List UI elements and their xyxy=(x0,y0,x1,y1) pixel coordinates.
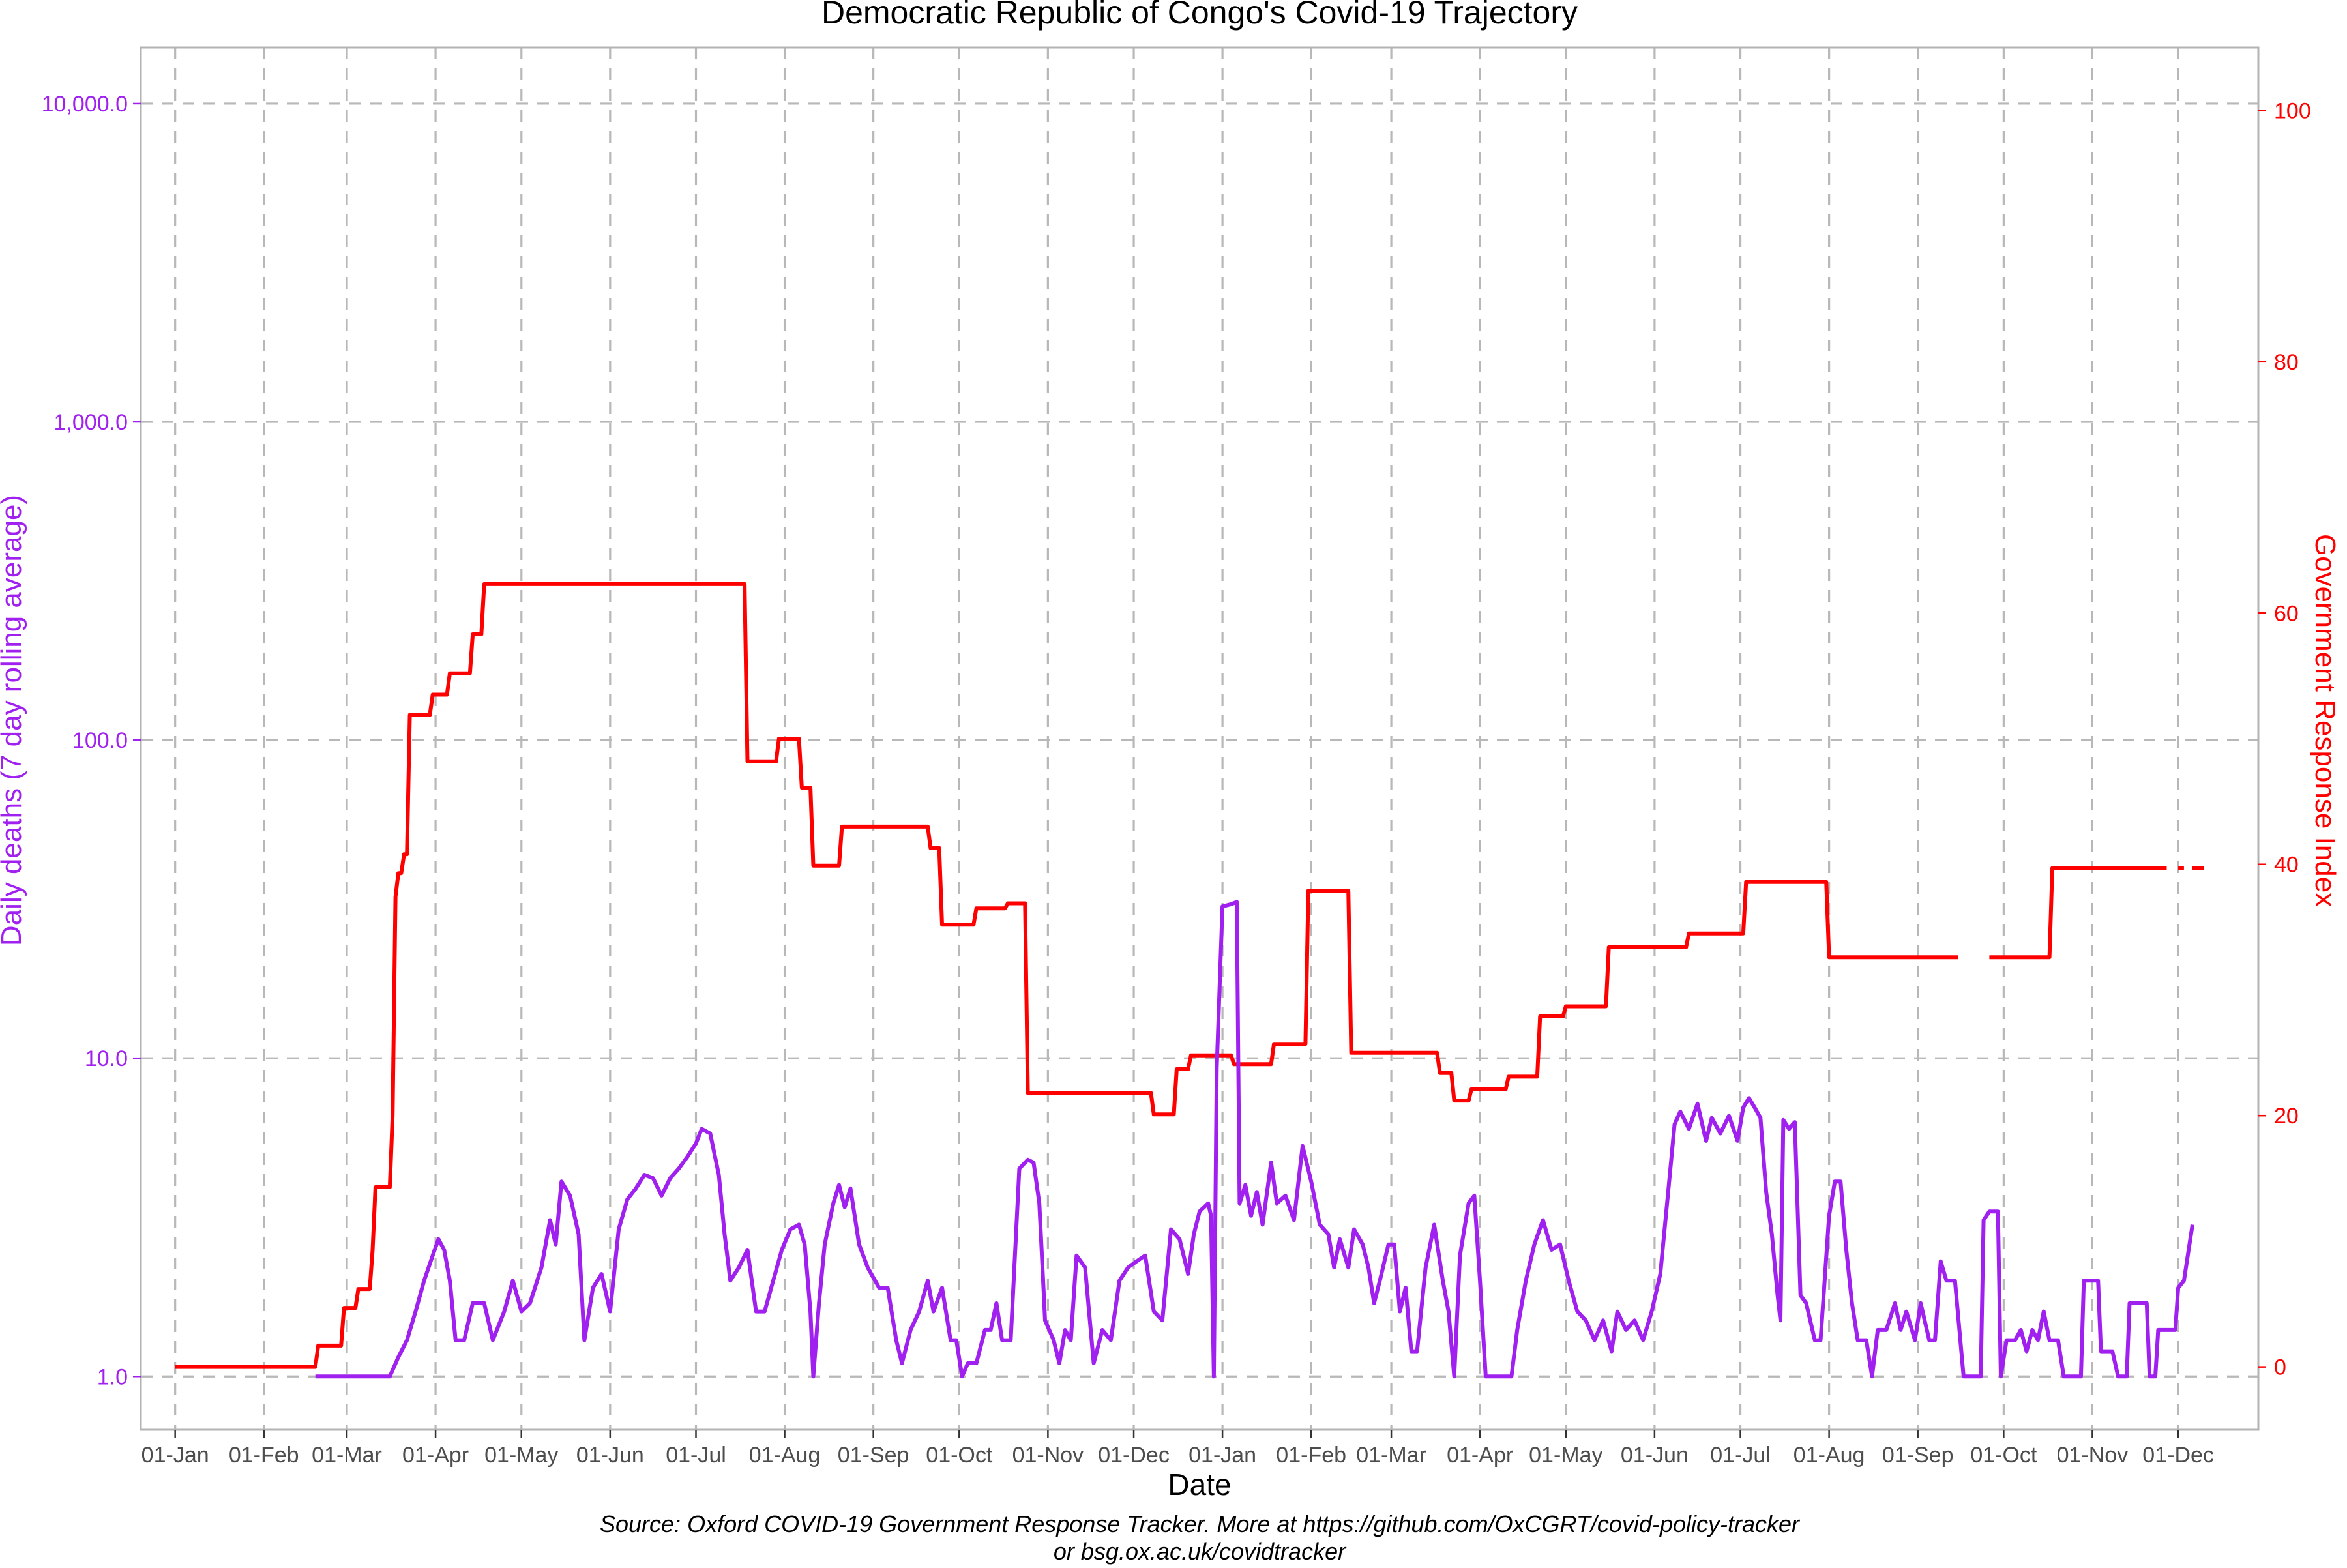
y-left-tick-label: 1,000.0 xyxy=(54,410,128,435)
x-tick-label: 01-Jan xyxy=(1188,1443,1256,1468)
x-tick-label: 01-Jul xyxy=(666,1443,726,1468)
x-tick-label: 01-Nov xyxy=(1012,1443,1084,1468)
y-left-tick-label: 1.0 xyxy=(97,1365,128,1389)
x-tick-label: 01-Apr xyxy=(1447,1443,1513,1468)
x-tick-label: 01-Aug xyxy=(749,1443,821,1468)
x-tick-label: 01-Mar xyxy=(1356,1443,1426,1468)
x-tick-label: 01-Sep xyxy=(1882,1443,1954,1468)
y-right-tick-label: 100 xyxy=(2274,98,2311,123)
x-tick-label: 01-Oct xyxy=(1970,1443,2037,1468)
x-tick-label: 01-Jul xyxy=(1710,1443,1771,1468)
y-left-tick-label: 100.0 xyxy=(72,728,128,753)
x-tick-label: 01-May xyxy=(1529,1443,1602,1468)
y-left-tick-label: 10.0 xyxy=(85,1046,128,1071)
x-tick-label: 01-Jan xyxy=(141,1443,209,1468)
x-tick-label: 01-Mar xyxy=(312,1443,382,1468)
y-axis-left-title: Daily deaths (7 day rolling average) xyxy=(0,495,27,946)
government-response-index-line xyxy=(175,582,1958,1369)
y-right-tick-label: 80 xyxy=(2274,350,2299,375)
x-tick-label: 01-May xyxy=(484,1443,558,1468)
x-tick-label: 01-Jun xyxy=(576,1443,644,1468)
y-axis-right-title: Government Response Index xyxy=(2309,534,2341,907)
x-tick-label: 01-Nov xyxy=(2057,1443,2129,1468)
y-right-tick-label: 40 xyxy=(2274,853,2299,878)
x-tick-label: 01-Feb xyxy=(229,1443,299,1468)
x-tick-label: 01-Feb xyxy=(1276,1443,1346,1468)
y-right-tick-label: 20 xyxy=(2274,1104,2299,1129)
source-caption-line-1: Source: Oxford COVID-19 Government Respo… xyxy=(600,1511,1801,1537)
grid-layer xyxy=(141,48,2258,1430)
daily-deaths-line xyxy=(315,900,2194,1379)
x-tick-label: 01-Sep xyxy=(838,1443,909,1468)
x-tick-label: 01-Oct xyxy=(926,1443,993,1468)
panel-border xyxy=(140,46,2260,1431)
x-tick-label: 01-Aug xyxy=(1793,1443,1865,1468)
x-tick-label: 01-Dec xyxy=(1098,1443,1170,1468)
x-tick-label: 01-Dec xyxy=(2142,1443,2214,1468)
chart-title: Democratic Republic of Congo's Covid-19 … xyxy=(821,0,1578,31)
series-layer xyxy=(175,582,2204,1379)
y-right-tick-label: 60 xyxy=(2274,601,2299,626)
y-right-tick-label: 0 xyxy=(2274,1355,2286,1380)
government-response-index-line xyxy=(1989,866,2167,960)
x-axis-title: Date xyxy=(1168,1468,1231,1501)
x-tick-label: 01-Jun xyxy=(1621,1443,1689,1468)
x-tick-label: 01-Apr xyxy=(402,1443,469,1468)
source-caption-line-2: or bsg.ox.ac.uk/covidtracker xyxy=(1054,1538,1347,1565)
axis-layer: 01-Jan 01-Feb 01-Mar 01-Apr 01-May 01-Jun 01-J… xyxy=(42,92,2311,1468)
y-left-tick-label: 10,000.0 xyxy=(42,92,128,117)
